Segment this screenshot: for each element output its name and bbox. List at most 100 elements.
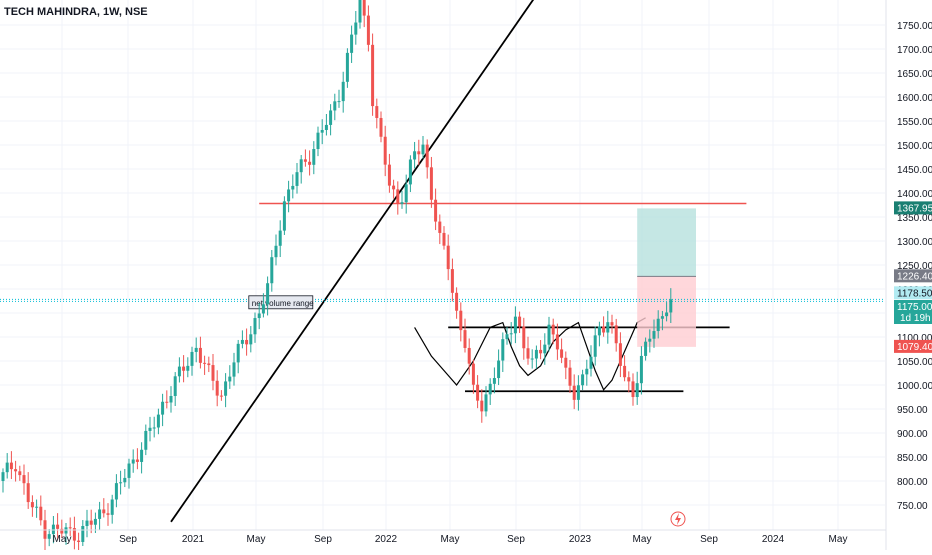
candle (665, 302, 669, 322)
candle-body (362, 0, 366, 16)
candle (127, 458, 131, 489)
time-tick-label: May (53, 534, 72, 545)
candle (30, 495, 34, 517)
candle (371, 33, 375, 116)
candle-body (442, 232, 446, 246)
candle (379, 111, 383, 143)
candle (656, 310, 660, 339)
candle (123, 468, 127, 488)
candle (228, 365, 232, 389)
candle-body (190, 351, 194, 366)
candle (198, 336, 202, 369)
candle (299, 154, 303, 184)
candle-body (492, 378, 496, 384)
candle-body (455, 292, 459, 311)
candle-body (488, 383, 492, 395)
candle (618, 332, 622, 378)
candle-body (93, 518, 97, 525)
candle-body (429, 167, 433, 200)
candle (631, 373, 635, 406)
price-tick-label: 1600.00 (897, 93, 932, 104)
candle (72, 516, 76, 550)
time-tick-label: 2021 (182, 534, 205, 545)
candle (471, 359, 475, 394)
price-tick-label: 1400.00 (897, 189, 932, 200)
candle-body (245, 339, 249, 345)
candle (597, 321, 601, 347)
candle-body (30, 502, 34, 508)
candle (639, 346, 643, 395)
candle-body (39, 506, 43, 521)
candle-body (60, 528, 64, 534)
candle (135, 448, 139, 470)
candle-body (560, 349, 564, 358)
candle-body (152, 427, 156, 429)
candle (68, 517, 72, 536)
candle-body (308, 161, 312, 165)
candle (387, 153, 391, 193)
candle-body (257, 313, 261, 319)
time-tick-label: May (633, 534, 652, 545)
price-label-countdown: 1d 19h (900, 313, 931, 324)
candle (324, 114, 328, 136)
candle (660, 310, 664, 331)
candle-body (631, 381, 635, 398)
candle-body (660, 316, 664, 319)
candle (505, 326, 509, 345)
candle (446, 234, 450, 281)
candle (320, 119, 324, 145)
candle-body (639, 355, 643, 384)
lightning-icon[interactable] (670, 511, 686, 527)
candle-body (232, 362, 236, 377)
candle (581, 369, 585, 391)
candle-body (261, 304, 265, 314)
candle-body (303, 159, 307, 162)
candle (450, 258, 454, 302)
candle-body (249, 334, 253, 345)
candle (568, 360, 572, 393)
time-axis[interactable]: May Sep 2021 May Sep 2022 May Sep 2023 May Sep 2024… (0, 511, 886, 545)
candle (81, 520, 85, 547)
candle (278, 220, 282, 258)
candle-body (375, 106, 379, 118)
candle-body (219, 395, 223, 397)
candle-body (589, 356, 593, 369)
candle-body (505, 334, 509, 340)
candle-body (156, 414, 160, 428)
candle-body (446, 245, 450, 270)
candle (240, 330, 244, 349)
candle (9, 451, 13, 480)
candle-body (274, 245, 278, 258)
price-tick-label: 800.00 (897, 477, 928, 488)
candle (316, 126, 320, 157)
candle (18, 465, 22, 481)
price-tick-label: 750.00 (897, 501, 928, 512)
candle-body (471, 363, 475, 385)
candle (543, 333, 547, 365)
price-axis[interactable]: 750.00 800.00 850.00 900.00 950.00 1000.00 105… (885, 0, 932, 550)
candle (173, 372, 177, 407)
candle (85, 509, 89, 538)
candle-body (253, 318, 257, 335)
candlestick-series (1, 0, 673, 554)
grid (0, 0, 885, 530)
time-tick-label: Sep (700, 534, 718, 545)
candle (207, 356, 211, 373)
candle (203, 355, 207, 375)
candle (572, 374, 576, 410)
candle (354, 11, 358, 45)
candle (56, 513, 60, 540)
candle (257, 302, 261, 330)
time-tick-label: 2024 (762, 534, 785, 545)
candle-body (22, 475, 26, 484)
candle (308, 150, 312, 176)
candle (1, 468, 5, 493)
candle (614, 318, 618, 352)
annotation-label: net volume range (248, 295, 314, 310)
price-label-bg (894, 339, 932, 353)
candle-body (413, 151, 417, 160)
candle (383, 125, 387, 177)
candle (408, 155, 412, 193)
